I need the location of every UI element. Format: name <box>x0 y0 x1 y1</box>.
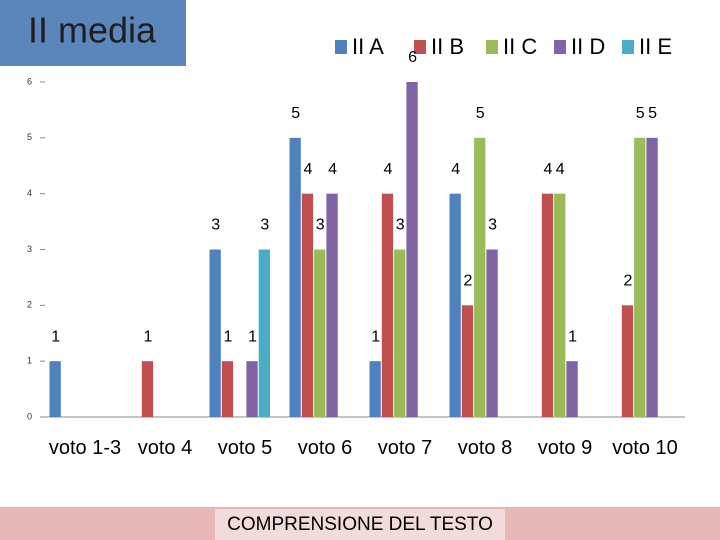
legend-label: II A <box>352 34 384 59</box>
x-tick-label: voto 9 <box>537 437 593 459</box>
bar <box>554 193 566 417</box>
bar <box>209 249 221 417</box>
data-label: 1 <box>371 328 380 345</box>
y-tick-label: 5 <box>27 132 32 142</box>
x-tick-label: voto 1-3 <box>48 437 122 459</box>
data-label: 1 <box>248 328 257 345</box>
bar <box>381 193 394 417</box>
data-label: 4 <box>383 161 392 178</box>
y-tick-label: 3 <box>27 244 32 254</box>
bar <box>394 249 406 417</box>
x-axis-title: COMPRENSIONE DEL TESTO <box>227 514 493 535</box>
legend-swatch <box>486 40 498 54</box>
data-label: 1 <box>143 328 152 345</box>
y-tick-label: 6 <box>27 76 32 86</box>
bar <box>486 249 498 417</box>
y-tick-label: 4 <box>27 188 32 198</box>
legend-label: II B <box>431 34 464 59</box>
data-label: 5 <box>648 105 657 122</box>
bar <box>461 305 474 417</box>
y-tick-label: 1 <box>27 356 32 366</box>
x-tick-label: voto 5 <box>217 437 273 459</box>
data-label: 2 <box>623 273 632 290</box>
x-tick-label: voto 7 <box>377 437 433 459</box>
data-label: 5 <box>636 105 645 122</box>
legend-label: II C <box>503 34 537 59</box>
data-label: 2 <box>463 273 472 290</box>
data-label: 6 <box>408 49 417 66</box>
bar <box>301 193 314 417</box>
legend-swatch <box>414 40 426 54</box>
bar <box>369 361 381 417</box>
x-tick-label: voto 4 <box>137 437 193 459</box>
data-label: 1 <box>51 328 60 345</box>
data-label: 3 <box>488 217 497 234</box>
data-label: 3 <box>316 217 325 234</box>
data-label: 4 <box>543 161 552 178</box>
bar <box>246 361 258 417</box>
bar <box>221 361 234 417</box>
bar <box>541 193 554 417</box>
data-label: 3 <box>260 217 269 234</box>
legend-swatch <box>554 40 566 54</box>
data-label: 4 <box>303 161 312 178</box>
y-tick-label: 0 <box>27 411 32 421</box>
legend-label: II E <box>639 34 672 59</box>
data-label: 1 <box>568 328 577 345</box>
footer-box <box>215 509 505 540</box>
data-label: 5 <box>476 105 485 122</box>
y-tick-label: 2 <box>27 300 32 310</box>
bar <box>326 193 338 417</box>
title-box <box>0 0 186 66</box>
data-label: 4 <box>451 161 460 178</box>
legend-label: II D <box>571 34 605 59</box>
x-tick-label: voto 6 <box>297 437 353 459</box>
bar <box>566 361 578 417</box>
data-label: 4 <box>328 161 337 178</box>
bar <box>49 361 61 417</box>
data-label: 3 <box>211 217 220 234</box>
bar <box>634 137 646 418</box>
data-label: 5 <box>291 105 300 122</box>
x-tick-label: voto 8 <box>457 437 513 459</box>
bar <box>141 361 154 417</box>
x-tick-label: voto 10 <box>612 437 678 459</box>
bar <box>314 249 326 417</box>
data-label: 3 <box>396 217 405 234</box>
legend-swatch <box>335 40 347 54</box>
data-label: 4 <box>556 161 565 178</box>
bar <box>474 137 486 418</box>
bar <box>289 137 301 418</box>
chart-title: II media <box>28 10 157 51</box>
bar <box>621 305 634 417</box>
legend-swatch <box>622 40 634 54</box>
data-label: 1 <box>223 328 232 345</box>
bar <box>449 193 461 417</box>
bar <box>258 249 270 417</box>
bar <box>406 82 418 417</box>
bar <box>646 137 658 418</box>
